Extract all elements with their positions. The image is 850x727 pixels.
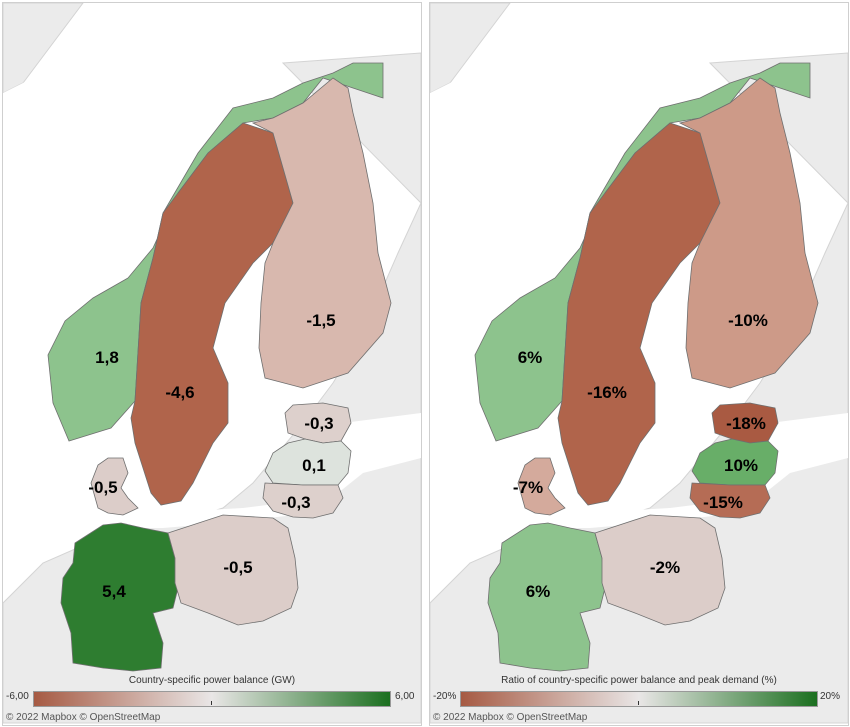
region-finland[interactable] [251, 77, 392, 389]
region-poland[interactable] [167, 514, 299, 626]
region-denmark[interactable] [517, 457, 566, 516]
region-label-denmark: -0,5 [88, 478, 117, 497]
map-panel-ratio[interactable]: 6% -16% -10% -18% 10% -15% -7% 6% -2% Ra… [429, 2, 849, 726]
legend-min-label: -20% [433, 691, 457, 702]
region-germany[interactable] [60, 522, 179, 672]
region-label-germany: 5,4 [102, 582, 126, 601]
map-attribution[interactable]: © 2022 Mapbox © OpenStreetMap [433, 712, 588, 723]
region-label-sweden: -4,6 [165, 383, 194, 402]
region-label-sweden: -16% [587, 383, 627, 402]
region-label-estonia: -0,3 [304, 414, 333, 433]
region-finland[interactable] [678, 77, 819, 389]
region-label-finland: -10% [728, 311, 768, 330]
region-estonia[interactable] [284, 402, 352, 444]
legend-max-label: 6,00 [395, 691, 415, 702]
legend-title: Country-specific power balance (GW) [128, 675, 296, 686]
region-sweden[interactable] [557, 122, 721, 506]
region-denmark[interactable] [90, 457, 139, 516]
region-poland[interactable] [594, 514, 726, 626]
region-lithuania[interactable] [262, 482, 344, 519]
region-lithuania[interactable] [689, 482, 771, 519]
region-label-latvia: 10% [724, 456, 758, 475]
legend-title: Ratio of country-specific power balance … [501, 675, 777, 686]
legend-min-label: -6,00 [6, 691, 29, 702]
region-label-lithuania: -0,3 [281, 493, 310, 512]
region-label-latvia: 0,1 [302, 456, 326, 475]
region-label-lithuania: -15% [703, 493, 743, 512]
color-legend-bar [33, 691, 391, 707]
legend-mid-tick [211, 701, 212, 705]
region-label-finland: -1,5 [306, 311, 335, 330]
region-label-norway: 6% [518, 348, 543, 367]
region-label-poland: -2% [650, 558, 680, 577]
legend-mid-tick [638, 701, 639, 705]
color-legend-bar [460, 691, 818, 707]
map-canvas[interactable]: 1,8 -4,6 -1,5 -0,3 0,1 -0,3 -0,5 5,4 -0,… [3, 3, 421, 725]
map-attribution[interactable]: © 2022 Mapbox © OpenStreetMap [6, 712, 161, 723]
region-label-norway: 1,8 [95, 348, 119, 367]
region-label-poland: -0,5 [223, 558, 252, 577]
region-label-germany: 6% [526, 582, 551, 601]
sea-area [3, 23, 163, 303]
sea-area [430, 23, 590, 303]
region-sweden[interactable] [130, 122, 294, 506]
map-panel-power-balance[interactable]: 1,8 -4,6 -1,5 -0,3 0,1 -0,3 -0,5 5,4 -0,… [2, 2, 422, 726]
map-canvas[interactable]: 6% -16% -10% -18% 10% -15% -7% 6% -2% [430, 3, 848, 725]
legend-max-label: 20% [820, 691, 841, 702]
region-estonia[interactable] [711, 402, 779, 444]
region-label-denmark: -7% [513, 478, 543, 497]
region-label-estonia: -18% [726, 414, 766, 433]
region-germany[interactable] [487, 522, 606, 672]
